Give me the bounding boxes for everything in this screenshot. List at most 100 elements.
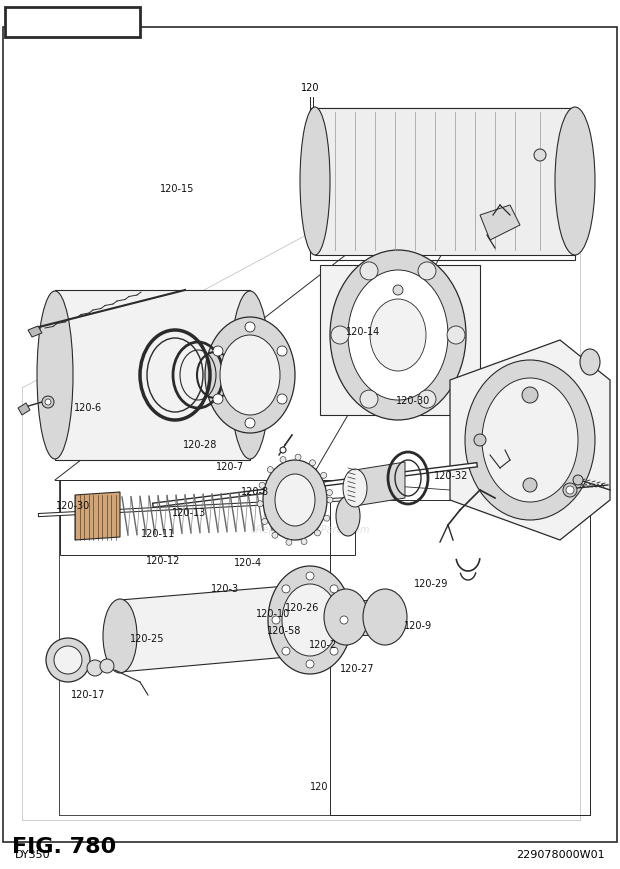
Circle shape <box>324 515 330 521</box>
Circle shape <box>321 473 327 478</box>
Ellipse shape <box>282 584 338 656</box>
Circle shape <box>331 326 349 344</box>
Circle shape <box>42 396 54 408</box>
Circle shape <box>87 660 103 676</box>
Text: FIG. 780: FIG. 780 <box>12 837 117 857</box>
Circle shape <box>534 149 546 161</box>
Ellipse shape <box>324 589 368 645</box>
Circle shape <box>213 394 223 404</box>
Circle shape <box>45 399 51 405</box>
Circle shape <box>295 454 301 461</box>
Circle shape <box>301 539 307 545</box>
Text: 120-2: 120-2 <box>309 640 337 650</box>
Ellipse shape <box>482 378 578 502</box>
Circle shape <box>277 394 287 404</box>
Ellipse shape <box>330 250 466 420</box>
Circle shape <box>563 483 577 497</box>
Circle shape <box>100 659 114 673</box>
Text: 120-17: 120-17 <box>71 690 105 700</box>
Text: 120-4: 120-4 <box>234 558 262 568</box>
Circle shape <box>360 390 378 408</box>
Text: 229078000W01: 229078000W01 <box>516 850 605 860</box>
Circle shape <box>286 540 292 546</box>
Polygon shape <box>55 290 250 460</box>
Text: 120-32: 120-32 <box>434 471 468 481</box>
Text: 120: 120 <box>310 782 329 793</box>
Circle shape <box>418 262 436 280</box>
Circle shape <box>245 418 255 428</box>
Text: 120-27: 120-27 <box>340 664 374 674</box>
Text: 120-58: 120-58 <box>267 626 301 636</box>
Bar <box>583 356 597 368</box>
Circle shape <box>340 616 348 624</box>
Circle shape <box>309 460 316 466</box>
Polygon shape <box>120 584 310 672</box>
Polygon shape <box>480 205 520 240</box>
Ellipse shape <box>292 584 328 656</box>
Ellipse shape <box>555 107 595 255</box>
Polygon shape <box>355 462 405 506</box>
Ellipse shape <box>300 107 330 255</box>
Polygon shape <box>28 326 42 337</box>
Circle shape <box>282 647 290 655</box>
Bar <box>5 7 140 37</box>
Circle shape <box>54 646 82 674</box>
Ellipse shape <box>220 335 280 415</box>
Ellipse shape <box>363 589 407 645</box>
Circle shape <box>277 346 287 356</box>
Circle shape <box>327 497 333 503</box>
Ellipse shape <box>230 291 270 459</box>
Text: 120-28: 120-28 <box>183 440 217 450</box>
Circle shape <box>474 434 486 446</box>
Text: eReplacementParts.com: eReplacementParts.com <box>250 525 370 535</box>
Circle shape <box>566 486 574 494</box>
Text: 120-15: 120-15 <box>160 184 194 195</box>
Ellipse shape <box>343 469 367 507</box>
Polygon shape <box>18 403 30 415</box>
Ellipse shape <box>336 496 360 536</box>
Ellipse shape <box>37 291 73 459</box>
Text: 120-26: 120-26 <box>285 603 319 614</box>
Circle shape <box>245 322 255 332</box>
Text: 120-11: 120-11 <box>141 529 175 540</box>
Text: 120-29: 120-29 <box>414 579 448 589</box>
Text: 120-30: 120-30 <box>56 501 90 511</box>
Circle shape <box>272 616 280 624</box>
Ellipse shape <box>103 599 137 673</box>
Circle shape <box>46 638 90 682</box>
Circle shape <box>280 447 286 453</box>
Text: 120-10: 120-10 <box>256 608 290 619</box>
Circle shape <box>418 390 436 408</box>
Circle shape <box>306 660 314 668</box>
Circle shape <box>306 572 314 580</box>
Text: 120-6: 120-6 <box>74 403 102 414</box>
Ellipse shape <box>580 349 600 375</box>
Polygon shape <box>450 340 610 540</box>
Circle shape <box>259 482 265 488</box>
Circle shape <box>262 519 268 525</box>
Circle shape <box>393 285 403 295</box>
Polygon shape <box>75 492 120 540</box>
Text: 120-9: 120-9 <box>404 620 432 631</box>
Circle shape <box>327 489 332 495</box>
Ellipse shape <box>465 360 595 520</box>
Ellipse shape <box>263 460 327 540</box>
Text: 120-3: 120-3 <box>211 584 239 594</box>
Text: 120-7: 120-7 <box>216 461 244 472</box>
Circle shape <box>447 326 465 344</box>
Text: 120-8: 120-8 <box>241 487 268 497</box>
Circle shape <box>573 475 583 485</box>
Circle shape <box>272 532 278 538</box>
Circle shape <box>523 478 537 492</box>
Text: 120-25: 120-25 <box>130 634 165 644</box>
Text: 120-13: 120-13 <box>172 507 206 518</box>
Circle shape <box>522 387 538 403</box>
Ellipse shape <box>268 566 352 674</box>
Circle shape <box>360 262 378 280</box>
Circle shape <box>267 467 273 473</box>
Ellipse shape <box>370 299 426 371</box>
Circle shape <box>257 501 263 507</box>
Text: 120-30: 120-30 <box>396 396 430 407</box>
Text: 120: 120 <box>301 83 319 93</box>
Polygon shape <box>315 108 575 255</box>
